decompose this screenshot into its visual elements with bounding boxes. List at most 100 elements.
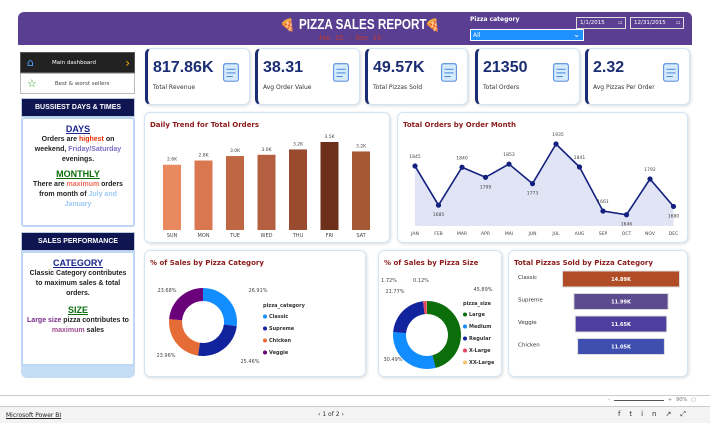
bar[interactable]	[577, 338, 665, 355]
page-indicator: 1 of 2	[322, 411, 340, 418]
bar[interactable]	[226, 156, 244, 230]
area-fill	[415, 144, 674, 226]
days-heading: DAYS	[65, 124, 91, 134]
zoom-out-icon[interactable]: -	[608, 397, 610, 403]
calendar-icon: ▫	[618, 20, 622, 26]
twitter-icon[interactable]: t	[629, 410, 642, 418]
kpi-label: Avg Order Value	[263, 84, 312, 91]
data-point[interactable]	[506, 161, 512, 167]
date-to-value: 12/31/2015	[634, 20, 666, 26]
prev-page-icon[interactable]: ‹	[318, 411, 323, 418]
slice-label: 30.49%	[383, 357, 402, 363]
nav-main-dashboard[interactable]: ⌂ Main dashboard ›	[20, 52, 135, 73]
zoom-slider[interactable]	[613, 399, 664, 401]
data-label: 11.05K	[611, 345, 632, 351]
bar[interactable]	[574, 315, 668, 333]
legend-item: Regular	[469, 336, 491, 342]
x-tick-label: JAN	[410, 231, 419, 237]
slice[interactable]	[169, 288, 203, 321]
kpi-card: 2.32 Avg Pizzas Per Order	[585, 48, 690, 105]
slice-label: 23.96%	[156, 353, 175, 359]
data-label: 3.0K	[230, 148, 241, 154]
pizza-icon: 🍕	[424, 17, 440, 32]
data-point[interactable]	[459, 164, 465, 170]
fit-page-icon[interactable]: ▢	[691, 397, 696, 403]
data-point[interactable]	[412, 163, 418, 169]
data-point[interactable]	[647, 176, 653, 182]
data-label: 11.99K	[611, 300, 632, 306]
facebook-icon[interactable]: f	[618, 410, 630, 418]
bar[interactable]	[573, 293, 669, 310]
kpi-value: 21350	[483, 59, 528, 76]
bar[interactable]	[289, 149, 307, 230]
data-point[interactable]	[435, 202, 442, 208]
kpi-value: 49.57K	[373, 59, 425, 76]
x-tick-label: SEP	[599, 231, 608, 237]
monthly-heading: MONTHLY	[56, 169, 100, 179]
nav-label: Best & worst sellers	[54, 80, 110, 87]
data-label: 1841	[574, 155, 586, 161]
x-tick-label: MON	[198, 233, 210, 239]
category-text: Classic Category contributes to maximum …	[29, 270, 127, 297]
slice-label: 23.68%	[157, 288, 176, 294]
power-bi-link[interactable]: Microsoft Power BI	[6, 412, 62, 419]
bar[interactable]	[163, 164, 181, 230]
kpi-card: 817.86K Total Revenue	[145, 48, 250, 105]
date-to-input[interactable]: ▫ 12/31/2015	[630, 17, 684, 29]
chart-title: % of Sales by Pizza Category	[150, 259, 264, 267]
data-point[interactable]	[670, 203, 677, 210]
data-label: 1799	[480, 184, 492, 190]
legend-item: Classic	[269, 314, 288, 320]
data-point[interactable]	[529, 181, 536, 187]
slice[interactable]	[423, 301, 427, 315]
next-page-icon[interactable]: ›	[341, 411, 344, 418]
bar[interactable]	[320, 142, 339, 230]
divider	[0, 395, 710, 396]
slice[interactable]	[197, 324, 237, 356]
data-point[interactable]	[482, 174, 489, 180]
data-point[interactable]	[623, 212, 630, 218]
date-from-input[interactable]: ▫ 1/1/2015	[576, 17, 626, 29]
bar[interactable]	[562, 270, 680, 288]
data-point[interactable]	[576, 164, 583, 170]
fullscreen-icon[interactable]: ⤢	[680, 410, 695, 418]
bar[interactable]	[352, 151, 370, 230]
bar[interactable]	[194, 160, 213, 230]
sales-performance-header: SALES PERFORMANCE	[21, 232, 135, 251]
category-filter-dropdown[interactable]: All ⌄	[470, 29, 584, 41]
slice[interactable]	[427, 301, 461, 368]
page-navigator[interactable]: ‹ 1 of 2 ›	[318, 411, 344, 418]
kpi-card: 38.31 Avg Order Value	[255, 48, 360, 105]
home-icon: ⌂	[27, 56, 34, 69]
zoom-control[interactable]: - +90% ▢	[608, 397, 696, 403]
status-bar: Microsoft Power BI ‹ 1 of 2 › ftin↗⤢	[0, 406, 710, 423]
pizza-icon: 🍕	[280, 17, 295, 32]
slice-label: 25.46%	[240, 359, 259, 365]
bar[interactable]	[257, 154, 276, 230]
data-label: 2.6K	[167, 157, 178, 163]
x-tick-label: FEB	[434, 231, 443, 237]
data-label: 1935	[552, 132, 564, 138]
slice[interactable]	[393, 332, 436, 369]
data-label: 3.2K	[356, 143, 367, 149]
daily-trend-chart: 2.6K SUN 2.8K MON 3.0K TUE 3.0K WED 3.2K THU 3.5K F…	[163, 134, 370, 239]
category-donut-chart: 26.91% 25.46% 23.96% 23.68% pizza_category Cl…	[156, 288, 306, 365]
zoom-in-icon[interactable]: +	[667, 397, 673, 403]
category-heading: CATEGORY	[52, 258, 103, 268]
kpi-card: 21350 Total Orders	[475, 48, 580, 105]
legend-item: Medium	[469, 324, 491, 330]
slice[interactable]	[169, 319, 200, 356]
x-tick-label: APR	[481, 231, 490, 237]
x-tick-label: JUL	[551, 231, 560, 237]
legend-marker	[263, 338, 267, 343]
busiest-panel: DAYS Orders are highest on weekend, Frid…	[21, 117, 135, 227]
report-header: 🍕 PIZZA SALES REPORT 🍕 Jan 15 - Dec 15 Piz…	[18, 12, 692, 45]
share-icon[interactable]: ↗	[665, 410, 681, 418]
data-point[interactable]	[553, 141, 559, 147]
chart-title: Total Pizzas Sold by Pizza Category	[514, 259, 653, 267]
slice[interactable]	[393, 301, 425, 334]
nav-best-worst[interactable]: ☆ Best & worst sellers	[20, 73, 135, 94]
slice[interactable]	[203, 288, 237, 327]
linkedin-icon[interactable]: in	[641, 410, 666, 418]
data-point[interactable]	[600, 208, 606, 214]
